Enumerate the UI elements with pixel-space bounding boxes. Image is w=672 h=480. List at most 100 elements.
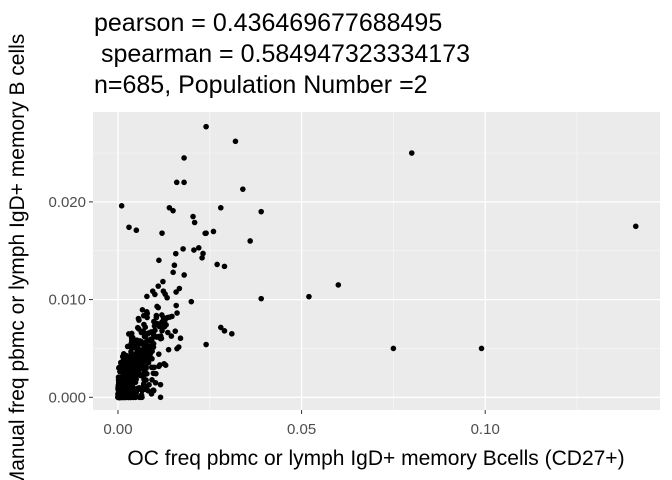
data-point xyxy=(217,324,224,331)
data-point xyxy=(118,387,124,394)
data-point xyxy=(160,278,166,285)
data-point xyxy=(161,316,167,323)
data-point xyxy=(131,339,138,346)
data-point xyxy=(214,261,220,268)
data-point xyxy=(135,350,141,356)
data-point xyxy=(202,230,208,237)
data-point xyxy=(117,381,124,388)
data-point xyxy=(221,328,228,334)
data-point xyxy=(210,228,217,235)
data-point xyxy=(141,368,148,374)
grid-major xyxy=(93,112,660,410)
data-point xyxy=(163,322,169,328)
data-point xyxy=(116,364,123,371)
data-point xyxy=(190,213,196,220)
data-point xyxy=(258,295,264,302)
data-point xyxy=(177,335,184,342)
x-tick-label: 0.05 xyxy=(287,421,316,438)
data-point xyxy=(155,351,162,357)
data-point xyxy=(174,310,180,316)
data-point xyxy=(133,356,140,363)
data-point xyxy=(145,344,152,351)
data-point xyxy=(142,324,149,331)
data-point xyxy=(118,202,125,209)
data-point xyxy=(170,207,176,214)
data-point xyxy=(168,333,175,339)
data-point xyxy=(390,345,397,352)
data-point xyxy=(137,360,143,367)
data-point xyxy=(164,294,170,301)
data-point xyxy=(203,123,209,130)
data-point xyxy=(632,223,639,230)
data-point xyxy=(157,333,164,339)
data-point xyxy=(306,293,312,300)
y-tick-label: 0.000 xyxy=(48,389,86,406)
data-point xyxy=(173,289,179,295)
data-point xyxy=(165,346,172,353)
data-point xyxy=(258,208,264,215)
data-point xyxy=(159,230,165,236)
data-points xyxy=(115,123,639,401)
y-tick-label: 0.020 xyxy=(48,194,86,211)
data-point xyxy=(126,224,132,231)
data-point xyxy=(181,155,187,161)
data-point xyxy=(247,238,253,244)
data-point xyxy=(140,312,147,319)
data-point xyxy=(148,391,155,397)
data-point xyxy=(139,394,145,401)
data-point xyxy=(181,179,187,186)
data-point xyxy=(203,341,209,348)
data-point xyxy=(173,179,180,186)
x-tick-label: 0.00 xyxy=(103,421,132,438)
grid-minor xyxy=(93,112,660,410)
title-pearson: pearson = 0.436469677688495 xyxy=(94,9,443,37)
data-point xyxy=(115,394,121,401)
data-point xyxy=(155,283,162,289)
plot-panel xyxy=(93,112,660,410)
data-point xyxy=(195,245,202,251)
data-point xyxy=(128,330,135,337)
data-point xyxy=(124,343,131,350)
data-point xyxy=(128,394,134,401)
data-point xyxy=(156,257,162,264)
data-point xyxy=(200,250,206,257)
title-spearman: spearman = 0.584947323334173 xyxy=(94,40,471,68)
data-point xyxy=(120,351,127,357)
data-point xyxy=(149,288,156,294)
data-point xyxy=(144,349,151,356)
data-point xyxy=(408,150,415,156)
data-point xyxy=(174,345,180,352)
data-point xyxy=(217,204,224,211)
data-point xyxy=(144,293,150,300)
data-point xyxy=(221,263,228,270)
data-point xyxy=(133,227,140,234)
data-point xyxy=(143,377,149,383)
data-point xyxy=(120,367,127,374)
data-point xyxy=(137,339,144,346)
data-point xyxy=(165,329,171,336)
x-axis-label: OC freq pbmc or lymph IgD+ memory Bcells… xyxy=(127,447,624,470)
y-axis-label: Manual freq pbmc or lymph IgD+ memory B … xyxy=(6,34,29,480)
data-point xyxy=(173,302,179,309)
data-point xyxy=(232,138,239,145)
data-point xyxy=(157,381,164,388)
data-point xyxy=(191,219,198,226)
data-point xyxy=(162,362,169,368)
data-point xyxy=(143,384,150,390)
data-point xyxy=(136,317,142,323)
data-point xyxy=(229,330,235,337)
data-point xyxy=(159,312,165,318)
data-point xyxy=(180,246,186,252)
data-point xyxy=(149,355,155,362)
data-point xyxy=(148,337,155,343)
data-point xyxy=(188,298,195,305)
data-point xyxy=(171,262,178,269)
data-point xyxy=(149,377,155,383)
data-point xyxy=(136,385,142,391)
axis-ticks: 0.00 0.05 0.10 0.000 0.010 0.020 xyxy=(48,194,499,438)
data-point xyxy=(159,327,165,334)
data-point xyxy=(133,376,139,383)
data-point xyxy=(150,370,157,377)
data-point xyxy=(170,269,176,276)
